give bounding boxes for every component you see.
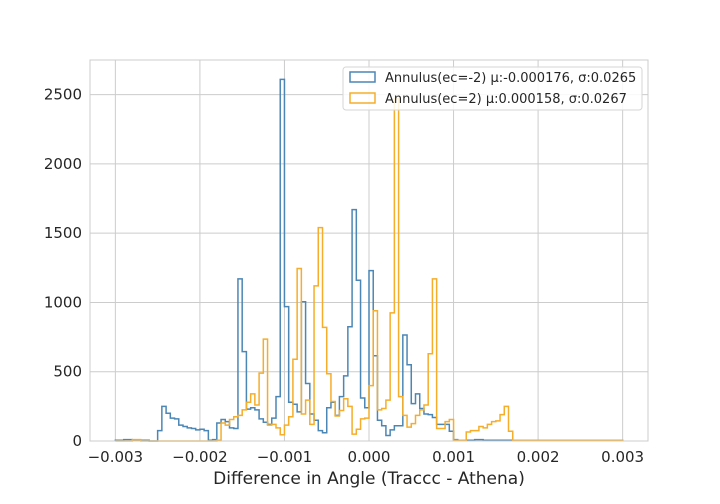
x-tick-label: 0.000: [348, 448, 391, 466]
legend-box: [342, 66, 643, 111]
x-tick-label: 0.003: [601, 448, 644, 466]
y-tick-label: 2500: [44, 86, 82, 104]
x-tick-label: −0.002: [172, 448, 228, 466]
legend-swatch-series-0: [349, 71, 376, 83]
histogram-series-1: [115, 98, 624, 442]
x-tick-label: 0.001: [432, 448, 475, 466]
y-tick-label: 1500: [44, 224, 82, 242]
x-axis-ticks: −0.003 −0.002 −0.001 0.000 0.001 0.002 0.003: [88, 448, 645, 466]
legend-label-series-1: Annulus(ec=2) μ:0.000158, σ:0.0267: [385, 92, 627, 107]
legend-label-series-0: Annulus(ec=-2) μ:-0.000176, σ:0.0265: [385, 71, 636, 86]
x-axis-label: Difference in Angle (Traccc - Athena): [213, 469, 525, 489]
legend: Annulus(ec=-2) μ:-0.000176, σ:0.0265 Ann…: [342, 66, 643, 111]
series-layer: [114, 78, 624, 442]
x-tick-label: −0.001: [257, 448, 313, 466]
x-tick-label: 0.002: [517, 448, 560, 466]
legend-swatch-series-1: [349, 92, 376, 104]
y-tick-label: 0: [72, 432, 82, 450]
y-tick-label: 500: [53, 363, 82, 381]
plot-frame: [89, 59, 649, 442]
y-tick-label: 1000: [44, 293, 82, 311]
y-axis-ticks: 0 500 1000 1500 2000 2500: [44, 86, 82, 450]
y-tick-label: 2000: [44, 155, 82, 173]
x-tick-label: −0.003: [88, 448, 144, 466]
